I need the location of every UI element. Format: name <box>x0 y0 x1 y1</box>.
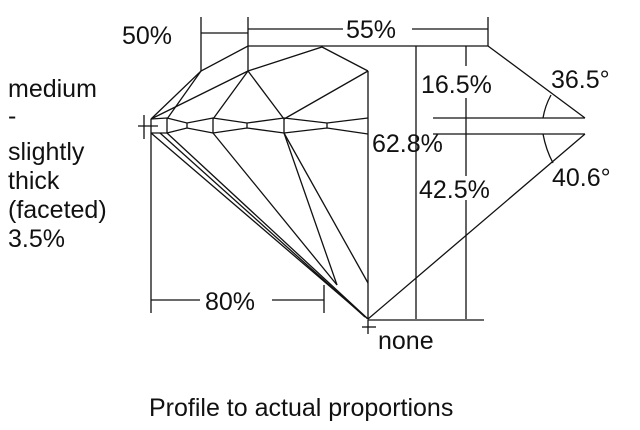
girdle-label-line: (faceted) <box>8 196 107 224</box>
pavilion-depth-label: 42.5% <box>419 176 490 204</box>
culet-label: none <box>378 327 434 355</box>
caption: Profile to actual proportions <box>149 394 453 422</box>
star-length-label: 50% <box>122 22 172 50</box>
pavilion-angle-label: 40.6° <box>552 164 611 192</box>
girdle-label-line: thick <box>8 167 60 195</box>
girdle-label: medium - slightly thick (faceted) 3.5% <box>8 75 107 253</box>
crown-angle-label: 36.5° <box>551 66 610 94</box>
pavilion-facets <box>159 132 369 320</box>
crown-facets <box>150 46 369 319</box>
girdle-facets <box>150 117 369 135</box>
girdle-label-line: 3.5% <box>8 225 65 253</box>
lower-half-length-label: 80% <box>205 288 255 316</box>
girdle-label-line: - <box>8 102 16 130</box>
girdle-label-line: slightly <box>8 138 85 166</box>
girdle-label-line: medium <box>8 75 97 103</box>
table-width-label: 55% <box>346 16 396 44</box>
crown-height-label: 16.5% <box>421 71 492 99</box>
dimension-lines <box>138 17 554 334</box>
total-depth-label: 62.8% <box>372 130 443 158</box>
